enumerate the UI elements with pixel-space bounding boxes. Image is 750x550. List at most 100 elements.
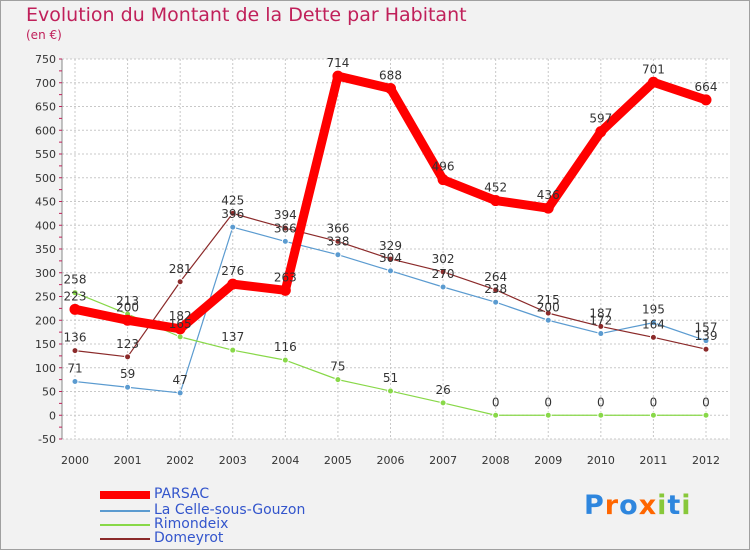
y-tick-label: 350: [35, 243, 56, 256]
data-point-rimondeix: [334, 376, 342, 384]
data-point-parsac: [227, 278, 239, 290]
data-label-domeyrot: 164: [642, 317, 665, 331]
data-label-la-celle-sous-gouzon: 59: [120, 367, 135, 381]
data-label-la-celle-sous-gouzon: 270: [432, 267, 455, 281]
data-label-domeyrot: 139: [695, 329, 718, 343]
data-point-parsac: [437, 174, 449, 186]
legend-swatch: [100, 510, 150, 512]
data-label-rimondeix: 0: [544, 395, 552, 409]
data-label-rimondeix: 137: [221, 330, 244, 344]
data-label-rimondeix: 0: [702, 395, 710, 409]
data-point-parsac: [647, 76, 659, 88]
y-tick-label: 300: [35, 267, 56, 280]
data-point-la-celle-sous-gouzon: [176, 389, 184, 397]
data-label-rimondeix: 116: [274, 340, 297, 354]
data-point-la-celle-sous-gouzon: [702, 337, 710, 345]
data-point-la-celle-sous-gouzon: [71, 378, 79, 386]
legend-swatch: [100, 538, 150, 540]
data-point-rimondeix: [176, 333, 184, 341]
data-point-rimondeix: [387, 387, 394, 395]
x-tick-label: 2008: [482, 454, 510, 467]
data-label-la-celle-sous-gouzon: 366: [274, 221, 297, 235]
data-point-domeyrot: [229, 209, 237, 217]
data-label-domeyrot: 187: [589, 306, 612, 320]
data-label-parsac: 664: [695, 80, 718, 94]
data-label-parsac: 182: [169, 309, 192, 323]
legend-swatch: [100, 524, 150, 526]
y-tick-label: 150: [35, 338, 56, 351]
data-point-parsac: [542, 202, 554, 214]
data-point-domeyrot: [702, 345, 710, 353]
data-point-parsac: [69, 303, 81, 315]
data-label-la-celle-sous-gouzon: 200: [537, 300, 560, 314]
y-tick-label: 100: [35, 362, 56, 375]
x-tick-label: 2003: [219, 454, 247, 467]
data-label-parsac: 688: [379, 68, 402, 82]
y-tick-label: 50: [42, 386, 56, 399]
legend-label: Rimondeix: [154, 516, 229, 532]
data-label-la-celle-sous-gouzon: 71: [67, 362, 82, 376]
data-point-la-celle-sous-gouzon: [544, 316, 552, 324]
data-label-domeyrot: 394: [274, 208, 297, 222]
legend-item-la-celle-sous-gouzon: La Celle-sous-Gouzon: [100, 502, 360, 518]
y-tick-label: 550: [35, 148, 56, 161]
data-label-rimondeix: 258: [64, 273, 87, 287]
data-label-la-celle-sous-gouzon: 338: [326, 235, 349, 249]
x-tick-label: 2012: [692, 454, 720, 467]
data-point-parsac: [279, 284, 291, 296]
data-label-la-celle-sous-gouzon: 238: [484, 282, 507, 296]
data-label-parsac: 223: [64, 289, 87, 303]
data-point-la-celle-sous-gouzon: [597, 330, 605, 338]
y-tick-label: 500: [35, 172, 56, 185]
data-label-parsac: 701: [642, 62, 665, 76]
y-tick-label: 200: [35, 314, 56, 327]
chart-subtitle: (en €): [26, 28, 62, 42]
data-point-rimondeix: [702, 411, 710, 419]
data-label-rimondeix: 165: [169, 317, 192, 331]
proxiti-logo: Proxiti: [584, 490, 692, 521]
data-point-la-celle-sous-gouzon: [124, 383, 132, 391]
data-point-rimondeix: [71, 289, 79, 297]
data-label-rimondeix: 213: [116, 294, 139, 308]
x-tick-label: 2005: [324, 454, 352, 467]
data-label-domeyrot: 264: [484, 270, 507, 284]
y-tick-label: 0: [49, 409, 56, 422]
y-tick-label: 750: [35, 53, 56, 66]
data-point-rimondeix: [544, 411, 552, 419]
x-tick-label: 2010: [587, 454, 615, 467]
data-label-la-celle-sous-gouzon: 396: [221, 207, 244, 221]
data-point-domeyrot: [334, 237, 342, 245]
data-label-rimondeix: 0: [650, 395, 658, 409]
chart-title: Evolution du Montant de la Dette par Hab…: [26, 4, 467, 26]
logo-letter: t: [667, 490, 682, 521]
y-tick-label: 250: [35, 291, 56, 304]
data-point-rimondeix: [281, 356, 289, 364]
data-point-parsac: [122, 314, 134, 326]
x-tick-label: 2011: [639, 454, 667, 467]
data-label-domeyrot: 302: [432, 252, 455, 266]
data-label-rimondeix: 51: [383, 371, 398, 385]
data-point-parsac: [385, 82, 396, 94]
data-label-parsac: 496: [432, 160, 455, 174]
logo-letter: o: [619, 490, 639, 521]
data-point-rimondeix: [492, 411, 500, 419]
data-point-domeyrot: [281, 224, 289, 232]
data-label-la-celle-sous-gouzon: 195: [642, 303, 665, 317]
y-tick-label: 400: [35, 219, 56, 232]
data-point-rimondeix: [649, 411, 657, 419]
data-point-parsac: [595, 126, 607, 138]
data-label-domeyrot: 281: [169, 262, 192, 276]
logo-letter: r: [604, 490, 620, 521]
data-point-domeyrot: [649, 333, 657, 341]
data-point-la-celle-sous-gouzon: [229, 223, 237, 231]
data-label-domeyrot: 329: [379, 239, 402, 253]
data-point-la-celle-sous-gouzon: [281, 237, 289, 245]
data-label-la-celle-sous-gouzon: 47: [173, 373, 188, 387]
x-tick-label: 2006: [377, 454, 405, 467]
data-label-domeyrot: 215: [537, 293, 560, 307]
data-point-rimondeix: [597, 411, 605, 419]
x-tick-label: 2004: [271, 454, 299, 467]
data-point-parsac: [174, 323, 186, 335]
data-point-parsac: [700, 94, 712, 106]
